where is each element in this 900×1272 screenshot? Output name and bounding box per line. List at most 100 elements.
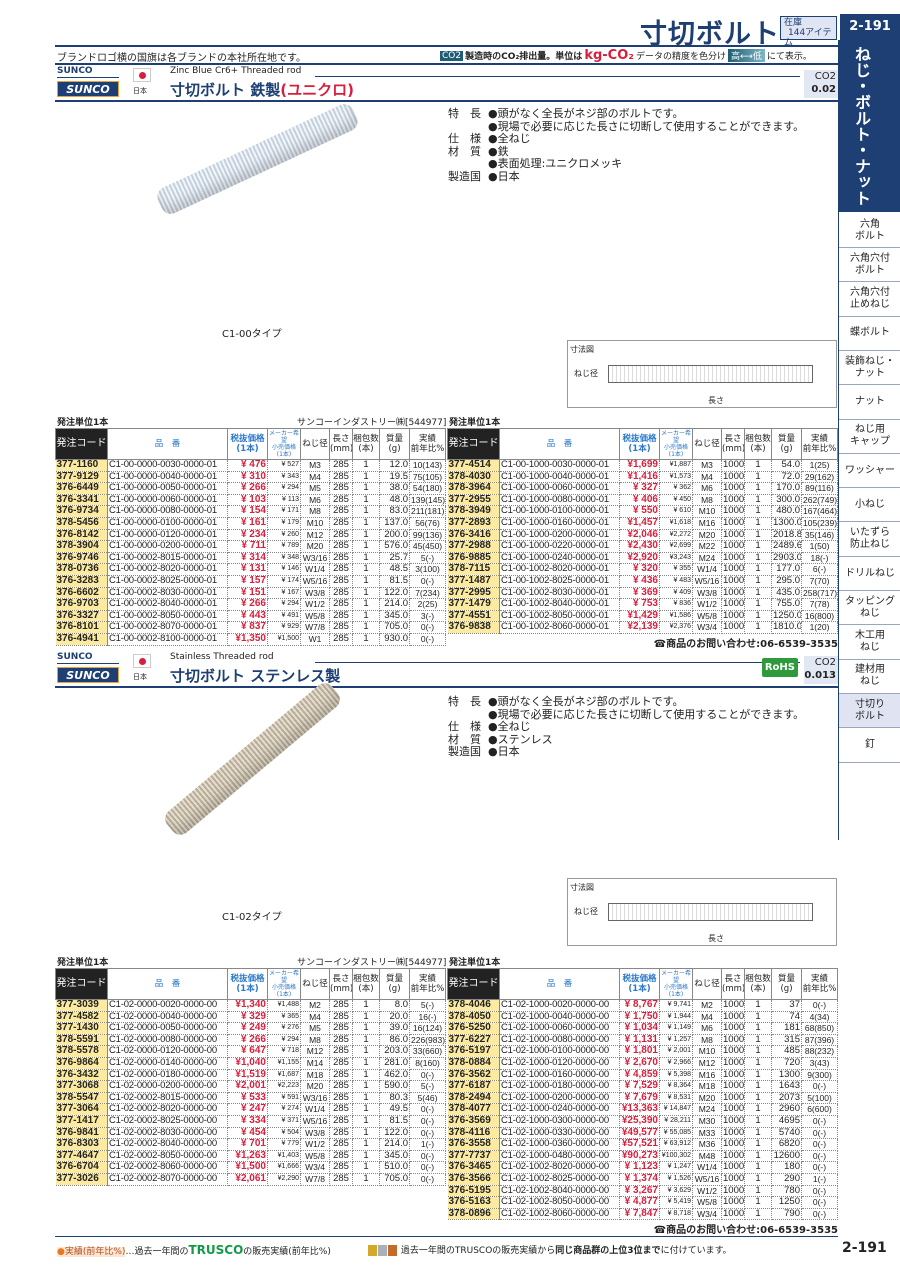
table-row: 376-5163 C1-02-1002-8050-0000-00 ¥ 4,877 ¥ … — [447, 1196, 838, 1209]
cell-code[interactable]: 378-5456 — [55, 517, 108, 530]
cell-code[interactable]: 377-3064 — [55, 1103, 108, 1116]
sidebar-item[interactable]: 寸切り ボルト — [839, 694, 900, 729]
cell-code[interactable]: 376-5163 — [447, 1196, 500, 1209]
cell-code[interactable]: 378-0884 — [447, 1057, 500, 1070]
cell-code[interactable]: 377-3026 — [55, 1173, 108, 1186]
cell-code[interactable]: 378-3904 — [55, 540, 108, 553]
cell-code[interactable]: 376-3558 — [447, 1138, 500, 1151]
cell-code[interactable]: 377-6227 — [447, 1034, 500, 1047]
sidebar-item[interactable]: タッピング ねじ — [839, 591, 900, 626]
cell-code[interactable]: 376-9864 — [55, 1057, 108, 1070]
cell-weight: 48.0 — [379, 494, 410, 507]
cell-code[interactable]: 377-4647 — [55, 1150, 108, 1163]
cell-code[interactable]: 378-5547 — [55, 1092, 108, 1105]
cell-code[interactable]: 376-3327 — [55, 610, 108, 623]
cell-weight: 72.0 — [771, 471, 802, 484]
cell-code[interactable]: 377-9129 — [55, 471, 108, 484]
cell-code[interactable]: 378-4030 — [447, 471, 500, 484]
cell-maker-price: ¥1,500 — [267, 633, 301, 646]
cell-size: M10 — [692, 505, 722, 518]
cell-code[interactable]: 376-3416 — [447, 529, 500, 542]
cell-sales: 0(-) — [801, 1080, 838, 1093]
cell-code[interactable]: 376-3432 — [55, 1069, 108, 1082]
cell-code[interactable]: 378-0896 — [447, 1208, 500, 1221]
cell-code[interactable]: 376-9841 — [55, 1127, 108, 1140]
sidebar-item[interactable]: 釘 — [839, 729, 900, 763]
cell-code[interactable]: 378-4116 — [447, 1127, 500, 1140]
cell-code[interactable]: 376-8142 — [55, 529, 108, 542]
cell-code[interactable]: 376-9703 — [55, 598, 108, 611]
cell-code[interactable]: 377-7737 — [447, 1150, 500, 1163]
cell-code[interactable]: 378-7115 — [447, 563, 500, 576]
product-table: 発注コード品 番税抜価格 (1本) メーカー希望 小売価格 (1本) ねじ径 長さ (… — [447, 968, 838, 1221]
cell-code[interactable]: 376-6602 — [55, 587, 108, 600]
cell-code[interactable]: 378-4046 — [447, 999, 500, 1012]
cell-code[interactable]: 377-1479 — [447, 598, 500, 611]
cell-code[interactable]: 377-1417 — [55, 1115, 108, 1128]
cell-price: ¥90,273 — [619, 1150, 660, 1163]
cell-code[interactable]: 376-3341 — [55, 494, 108, 507]
cell-code[interactable]: 376-8303 — [55, 1138, 108, 1151]
cell-code[interactable]: 377-4551 — [447, 610, 500, 623]
cell-code[interactable]: 377-1430 — [55, 1022, 108, 1035]
cell-code[interactable]: 376-3283 — [55, 575, 108, 588]
cell-code[interactable]: 376-5197 — [447, 1045, 500, 1058]
table-row: 376-9838 C1-00-1002-8060-0000-01 ¥2,139 ¥2,… — [447, 621, 838, 634]
sidebar-item[interactable]: 蝶ボルト — [839, 317, 900, 351]
sidebar-item[interactable]: ナット — [839, 386, 900, 420]
cell-code[interactable]: 376-9746 — [55, 552, 108, 565]
cell-code[interactable]: 378-5578 — [55, 1045, 108, 1058]
sidebar-item[interactable]: 小ねじ — [839, 488, 900, 523]
cell-size: M8 — [300, 1034, 330, 1047]
cell-code[interactable]: 376-9885 — [447, 552, 500, 565]
sidebar-item[interactable]: 六角穴付 止めねじ — [839, 283, 900, 317]
cell-code[interactable]: 378-0736 — [55, 563, 108, 576]
cell-qty: 1 — [744, 1103, 772, 1116]
cell-code[interactable]: 376-5195 — [447, 1185, 500, 1198]
cell-code[interactable]: 377-2955 — [447, 494, 500, 507]
cell-code[interactable]: 376-3562 — [447, 1069, 500, 1082]
sidebar-item[interactable]: ドリルねじ — [839, 557, 900, 591]
cell-code[interactable]: 377-6187 — [447, 1080, 500, 1093]
cell-weight: 295.0 — [771, 575, 802, 588]
cell-code[interactable]: 378-3949 — [447, 505, 500, 518]
cell-code[interactable]: 376-4941 — [55, 633, 108, 646]
cell-qty: 1 — [352, 1103, 380, 1116]
cell-code[interactable]: 377-1487 — [447, 575, 500, 588]
sidebar-item[interactable]: 装飾ねじ・ ナット — [839, 351, 900, 386]
cell-code[interactable]: 376-5250 — [447, 1022, 500, 1035]
sidebar-item[interactable]: 六角穴付 ボルト — [839, 248, 900, 283]
cell-code[interactable]: 376-6704 — [55, 1161, 108, 1174]
cell-code[interactable]: 377-4582 — [55, 1011, 108, 1024]
cell-code[interactable]: 378-2494 — [447, 1092, 500, 1105]
cell-code[interactable]: 376-3465 — [447, 1161, 500, 1174]
cell-code[interactable]: 377-1160 — [55, 459, 108, 472]
cell-code[interactable]: 376-6449 — [55, 482, 108, 495]
cell-code[interactable]: 377-3068 — [55, 1080, 108, 1093]
sidebar-item[interactable]: いたずら 防止ねじ — [839, 523, 900, 557]
sidebar-item[interactable]: 六角 ボルト — [839, 214, 900, 248]
cell-code[interactable]: 378-4050 — [447, 1011, 500, 1024]
cell-code[interactable]: 378-4077 — [447, 1103, 500, 1116]
cell-code[interactable]: 376-3566 — [447, 1173, 500, 1186]
cell-qty: 1 — [352, 633, 380, 646]
cell-code[interactable]: 376-8101 — [55, 621, 108, 634]
cell-code[interactable]: 378-5591 — [55, 1034, 108, 1047]
sidebar-item[interactable]: 木工用 ねじ — [839, 626, 900, 660]
cell-size: W5/8 — [300, 610, 330, 623]
cell-code[interactable]: 377-3039 — [55, 999, 108, 1012]
cell-code[interactable]: 377-2988 — [447, 540, 500, 553]
cell-length: 285 — [329, 552, 353, 565]
sidebar-item[interactable]: ワッシャー — [839, 454, 900, 489]
cell-code[interactable]: 376-9838 — [447, 621, 500, 634]
table-row: 377-6227 C1-02-1000-0080-0000-00 ¥ 1,131 ¥ … — [447, 1034, 838, 1047]
cell-code[interactable]: 376-3569 — [447, 1115, 500, 1128]
cell-length: 1000 — [721, 494, 745, 507]
cell-code[interactable]: 377-2995 — [447, 587, 500, 600]
cell-code[interactable]: 378-3964 — [447, 482, 500, 495]
cell-code[interactable]: 376-9734 — [55, 505, 108, 518]
cell-code[interactable]: 377-4514 — [447, 459, 500, 472]
cell-code[interactable]: 377-2893 — [447, 517, 500, 530]
sidebar-item[interactable]: ねじ用 キャップ — [839, 420, 900, 454]
sidebar-item[interactable]: 建材用 ねじ — [839, 660, 900, 694]
